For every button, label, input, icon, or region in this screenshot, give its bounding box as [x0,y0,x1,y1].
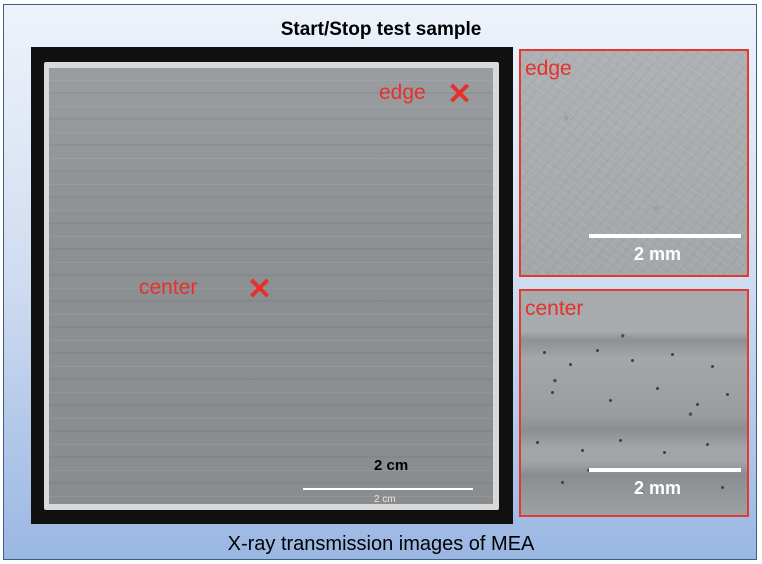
edge-marker-icon: ✕ [447,78,473,111]
figure-title: Start/Stop test sample [280,19,482,40]
main-scale-label-small: 2 cm [374,494,396,505]
sample-area [49,68,493,504]
edge-zoom-scale-label: 2 mm [634,244,682,264]
figure-caption: X-ray transmission images of MEA [227,533,535,555]
sample-border [44,62,499,510]
edge-zoom-panel: edge 2 mm [519,49,749,277]
main-scale-label: 2 cm [374,457,409,474]
center-marker-icon: ✕ [247,273,273,306]
center-marker-label: center [139,276,198,299]
edge-marker-label: edge [379,81,426,104]
center-zoom-label: center [525,297,584,320]
center-zoom-panel: center 2 mm [519,289,749,517]
main-scale-bar [303,488,473,490]
figure-frame: Start/Stop test sample edge ✕ center ✕ 2… [3,4,757,560]
center-zoom-scale-label: 2 mm [634,478,682,498]
edge-zoom-label: edge [525,57,572,80]
center-zoom-scale-bar [589,468,741,472]
main-xray-image: edge ✕ center ✕ 2 cm 2 cm [31,47,513,524]
edge-zoom-scale-bar [589,234,741,238]
